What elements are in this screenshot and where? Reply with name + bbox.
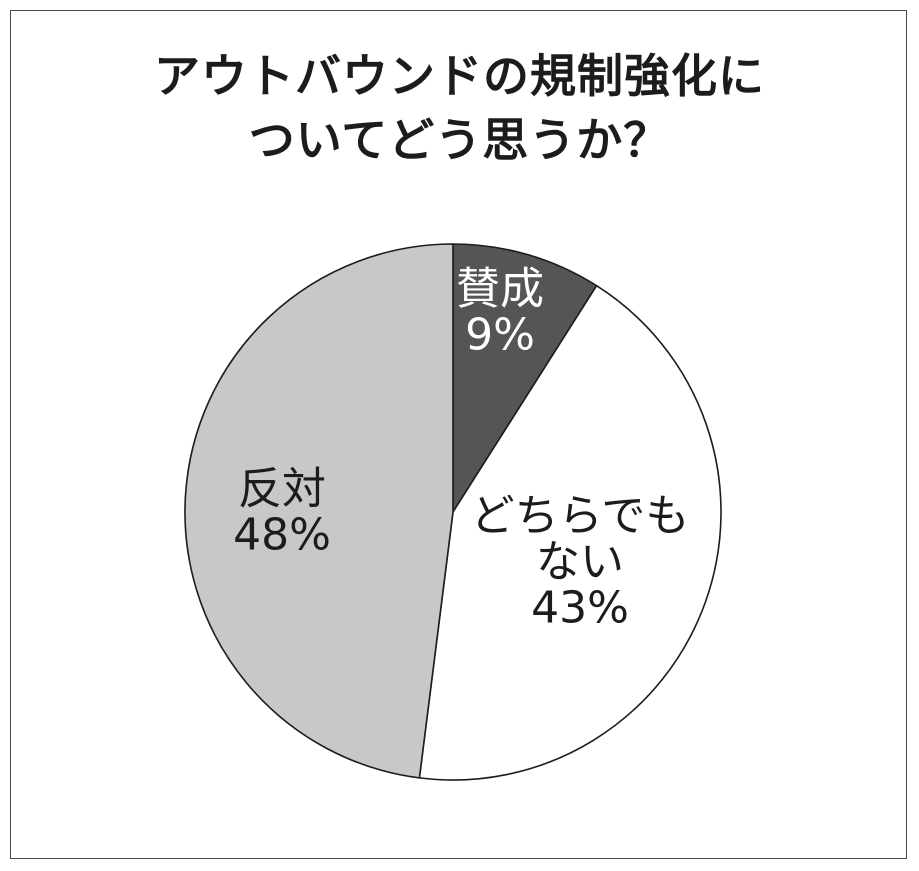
pie-slice-0	[452, 243, 598, 513]
pie-slices	[184, 243, 722, 781]
chart-frame	[10, 10, 907, 859]
chart-title-line-2: ついてどう思うか？	[248, 113, 671, 167]
chart-title-line-1: アウトバウンドの規制強化に	[154, 49, 765, 103]
pie-slice-2-label: 反対	[238, 464, 326, 515]
pie-slice-1	[418, 284, 722, 781]
pie-slice-0-value-label: 9%	[465, 310, 535, 361]
pie-slice-2	[184, 243, 454, 779]
pie-slice-1-value-label: 43%	[531, 583, 629, 634]
pie-slice-1-label: ない	[536, 537, 624, 588]
pie-slice-2-value-label: 48%	[233, 510, 331, 561]
pie-slice-0-label: 賛成	[456, 264, 544, 315]
pie-slice-1-label: どちらでも	[471, 491, 690, 542]
chart-title: アウトバウンドの規制強化に ついてどう思うか？	[0, 44, 919, 172]
